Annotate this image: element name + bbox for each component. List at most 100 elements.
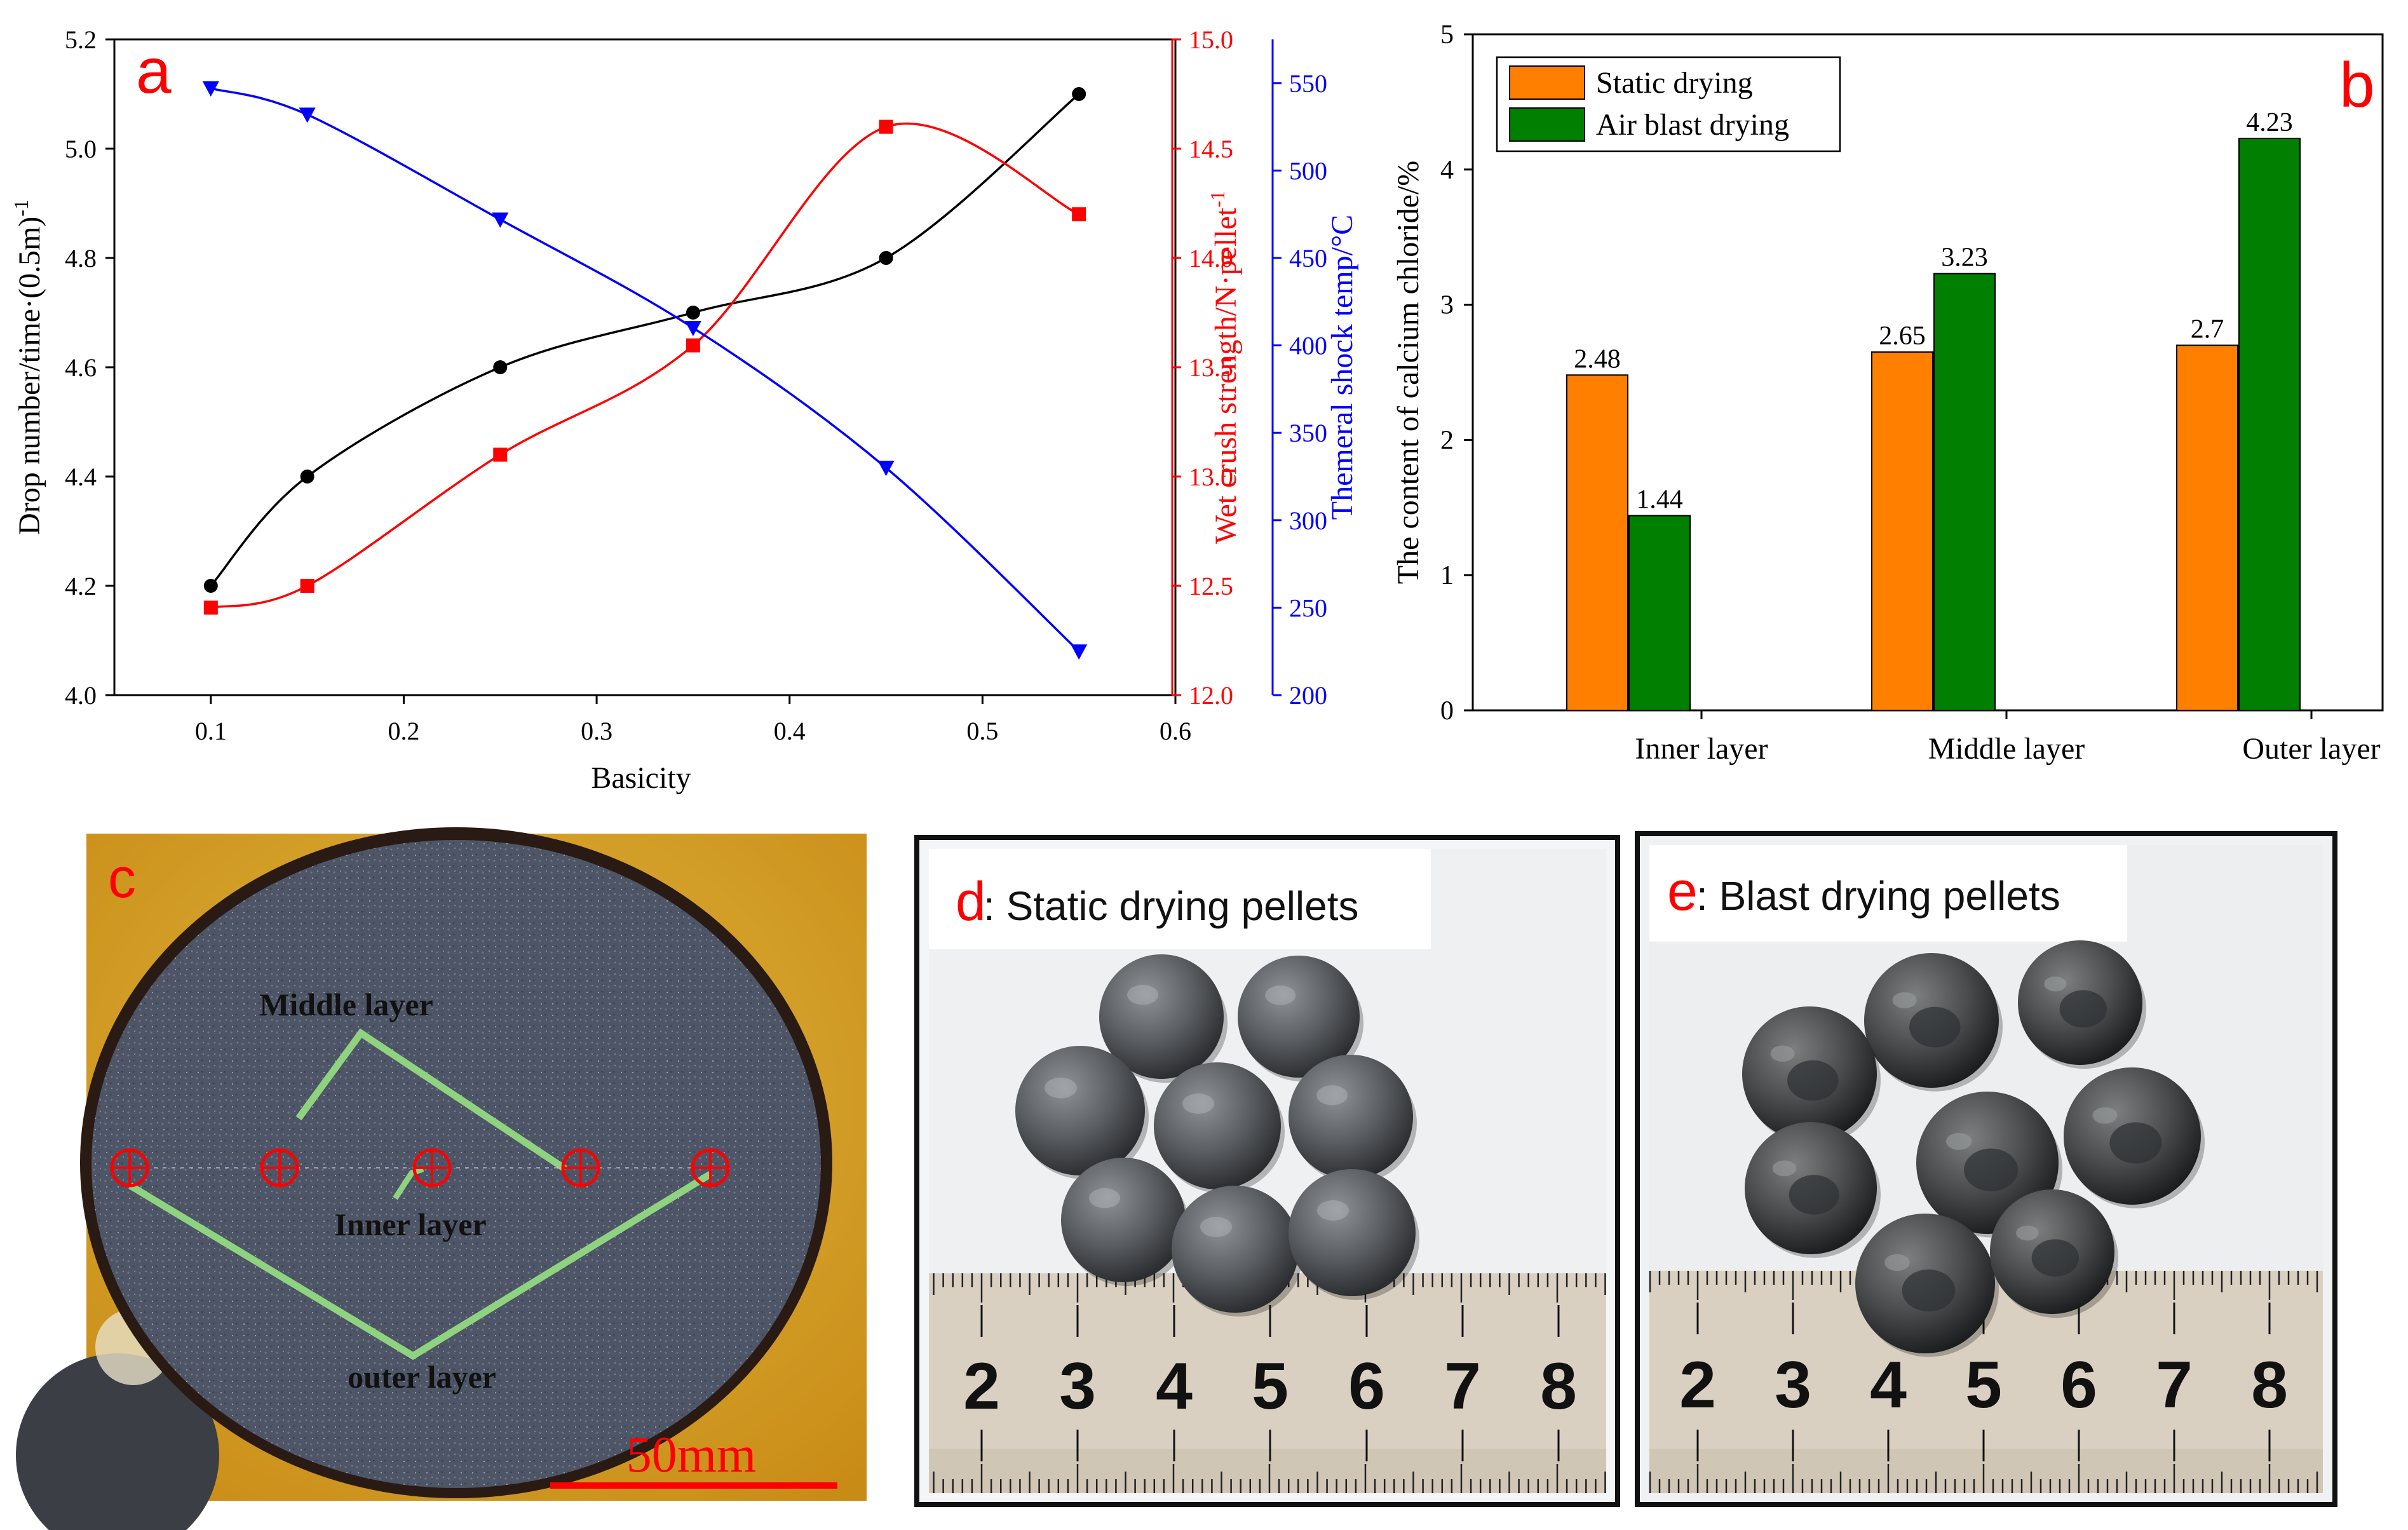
ruler-shadow <box>929 1449 1606 1493</box>
pellet <box>1289 1169 1416 1296</box>
data-point <box>203 579 218 593</box>
legend-label-blast: Air blast drying <box>1596 108 1789 142</box>
panel-b-ylabel: The content of calcium chloride/% <box>1391 161 1425 584</box>
pellet-cross-section <box>91 840 821 1488</box>
data-point <box>1072 207 1086 222</box>
data-point <box>686 306 700 320</box>
panel-b-letter: b <box>2339 50 2375 121</box>
panel-c-letter: c <box>108 846 136 909</box>
y-tick-label: 5 <box>1440 20 1454 50</box>
y-tick-label: 0 <box>1440 696 1454 726</box>
ruler-number: 4 <box>1870 1348 1907 1422</box>
outer-layer-outline <box>128 1171 712 1360</box>
inner-layer-pointer <box>393 1166 424 1200</box>
panel-e-letter: e <box>1667 861 1698 922</box>
x-tick-label: 0.1 <box>195 717 227 745</box>
pellet-highlight <box>2016 1225 2039 1241</box>
bar-value-label: 2.65 <box>1879 322 1926 351</box>
y-tick-label: 550 <box>1289 69 1327 98</box>
y-tick-label: 4.0 <box>65 681 97 710</box>
panel-a-points <box>202 81 1088 660</box>
outer-layer-label: outer layer <box>348 1359 496 1395</box>
ruler-number: 5 <box>1965 1348 2002 1422</box>
ruler-number: 2 <box>963 1350 1000 1423</box>
panel-e-pellets <box>1742 940 2205 1357</box>
y-tick-label: 250 <box>1289 593 1327 622</box>
panel-a-ylabel-red: Wet crush strength/N·pellet-1 <box>1206 191 1243 544</box>
panel-d-caption: : Static drying pellets <box>984 883 1359 929</box>
pellet-highlight <box>1317 1200 1349 1221</box>
ruler-number: 6 <box>2060 1348 2097 1422</box>
ruler-number: 8 <box>1540 1350 1577 1423</box>
pellet-highlight <box>1892 992 1917 1008</box>
bar-value-label: 1.44 <box>1636 485 1683 515</box>
panel-a-fit-curves <box>210 87 1080 653</box>
bar <box>1871 351 1933 711</box>
pellet-crater <box>2059 990 2107 1028</box>
bar-value-label: 2.7 <box>2191 315 2224 344</box>
y-tick-label: 4.4 <box>65 463 97 491</box>
neighbour-pellet <box>16 1353 219 1530</box>
panel-c-photo: Middle layer Inner layer outer layer 50m… <box>16 827 867 1530</box>
ruler-number: 7 <box>2156 1348 2193 1422</box>
panel-b-bars: 2.48 1.44 2.65 3.23 2.7 4.23 <box>1566 108 2301 711</box>
panel-e-caption: : Blast drying pellets <box>1696 873 2060 919</box>
y-tick-label: 1 <box>1440 561 1454 590</box>
pellet <box>1154 1062 1281 1189</box>
category-label: Middle layer <box>1928 732 2085 766</box>
y-tick-label: 4 <box>1440 156 1454 185</box>
pellet-crater <box>1902 1269 1956 1311</box>
y-tick-label: 13.0 <box>1189 463 1233 491</box>
panel-a-xlabel: Basicity <box>591 761 691 795</box>
pellet-crater <box>1789 1175 1839 1215</box>
panel-a-ylabel-blue: Themeral shock temp/°C <box>1325 215 1359 520</box>
data-point <box>202 81 219 97</box>
ruler-number: 8 <box>2251 1348 2288 1422</box>
panel-a-ylabel-left: Drop number/time·(0.5m)-1 <box>10 200 46 535</box>
y-tick-label: 15.0 <box>1189 25 1233 54</box>
bar-value-label: 2.48 <box>1574 344 1621 374</box>
pellet-crater <box>1787 1060 1839 1101</box>
bar <box>2176 344 2238 711</box>
pellet <box>1015 1046 1145 1175</box>
panel-d-pellets <box>1015 954 1419 1317</box>
panel-e-caption-box <box>1649 845 2127 942</box>
ruler-shadow <box>1649 1449 2323 1493</box>
y-tick-label: 450 <box>1289 244 1327 273</box>
pellet-highlight <box>1770 1045 1795 1062</box>
data-point <box>493 447 508 462</box>
ruler-number: 7 <box>1444 1350 1481 1423</box>
pellet-crater <box>2031 1239 2080 1277</box>
y-tick-label: 12.0 <box>1189 681 1233 710</box>
y-tick-label: 4.6 <box>65 353 97 382</box>
bar <box>1566 374 1628 711</box>
bar <box>2238 137 2301 711</box>
pellet-highlight <box>1884 1254 1910 1271</box>
x-tick-label: 0.2 <box>388 717 419 745</box>
pellet-highlight <box>1772 1160 1797 1177</box>
panel-b-y-ticks: 0 1 2 3 4 5 <box>1440 20 1473 726</box>
ruler-number: 3 <box>1775 1348 1811 1422</box>
y-tick-label: 5.0 <box>65 135 97 163</box>
middle-layer-outline <box>295 1028 568 1172</box>
pellet-crater <box>2109 1122 2162 1164</box>
y-tick-label: 2 <box>1440 426 1454 455</box>
y-tick-label: 3 <box>1440 291 1454 320</box>
ruler-number: 5 <box>1252 1350 1289 1423</box>
panel-a-frame <box>113 38 1177 696</box>
panel-d-caption-box <box>929 849 1431 949</box>
y-tick-label: 500 <box>1289 156 1327 185</box>
panel-a-letter: a <box>136 36 172 107</box>
y-tick-label: 13.5 <box>1189 353 1233 382</box>
bar-value-label: 4.23 <box>2246 108 2293 137</box>
pellet <box>1238 956 1360 1078</box>
data-point <box>686 338 700 353</box>
pellet-crater <box>1909 1006 1961 1048</box>
x-tick-label: 0.6 <box>1160 717 1191 745</box>
y-tick-label: 400 <box>1289 332 1327 360</box>
ruler-number: 3 <box>1059 1350 1096 1423</box>
